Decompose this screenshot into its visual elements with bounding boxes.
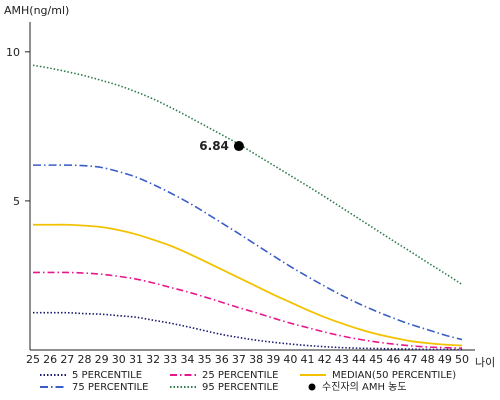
legend-item: 95 PERCENTILE [170, 382, 278, 393]
legend-item: 5 PERCENTILE [40, 370, 142, 381]
x-tick-label: 46 [386, 353, 400, 366]
x-tick-label: 25 [26, 353, 40, 366]
legend-item: MEDIAN(50 PERCENTILE) [300, 370, 456, 381]
legend-marker-icon [308, 383, 316, 391]
x-tick-label: 34 [180, 353, 194, 366]
patient-amh-value-label: 6.84 [199, 139, 229, 153]
legend-label: 5 PERCENTILE [72, 370, 142, 381]
patient-amh-point [233, 141, 244, 152]
y-tick-label: 5 [13, 195, 20, 208]
legend-item: 25 PERCENTILE [170, 370, 278, 381]
x-tick-label: 35 [198, 353, 212, 366]
x-tick-label: 44 [352, 353, 366, 366]
legend-item: 수진자의 AMH 농도 [308, 381, 407, 393]
x-tick-label: 39 [266, 353, 280, 366]
x-tick-label: 49 [438, 353, 452, 366]
y-tick-label: 10 [6, 46, 20, 59]
legend-item: 75 PERCENTILE [40, 382, 148, 393]
legend-label: 25 PERCENTILE [202, 370, 278, 381]
series-line-5-percentile [32, 311, 463, 351]
x-tick-label: 45 [369, 353, 383, 366]
x-tick-label: 29 [95, 353, 109, 366]
x-tick-label: 48 [421, 353, 435, 366]
legend-label: 수진자의 AMH 농도 [322, 381, 407, 393]
x-tick-label: 47 [404, 353, 418, 366]
x-tick-label: 38 [249, 353, 263, 366]
y-tick-labels: 5 10 [6, 46, 30, 208]
legend-label: 95 PERCENTILE [202, 382, 278, 393]
legend: 5 PERCENTILE 25 PERCENTILE MEDIAN(50 PERCE… [40, 370, 456, 393]
x-tick-labels: 25 26 27 28 29 30 31 32 33 34 35 36 37 38 39 40 41 42 43 44… [26, 353, 469, 366]
x-tick-label: 41 [301, 353, 315, 366]
y-axis-title: AMH(ng/ml) [4, 4, 69, 17]
x-tick-label: 43 [335, 353, 349, 366]
x-tick-label: 37 [232, 353, 246, 366]
series-line-95-percentile [32, 64, 463, 286]
x-tick-label: 30 [112, 353, 126, 366]
legend-label: MEDIAN(50 PERCENTILE) [332, 370, 456, 381]
x-tick-label: 42 [318, 353, 332, 366]
x-tick-label: 40 [283, 353, 297, 366]
x-tick-label: 26 [43, 353, 57, 366]
x-tick-label: 28 [77, 353, 91, 366]
x-tick-label: 32 [146, 353, 160, 366]
x-tick-label: 31 [129, 353, 143, 366]
axes: AMH(ng/ml) 나이 [4, 4, 495, 369]
series-line-25-percentile [33, 271, 463, 350]
series-lines [32, 64, 463, 351]
x-tick-label: 33 [163, 353, 177, 366]
x-tick-label: 36 [215, 353, 229, 366]
series-line-median-50-percentile [33, 223, 463, 347]
legend-label: 75 PERCENTILE [72, 382, 148, 393]
x-tick-label: 27 [60, 353, 74, 366]
x-tick-label: 50 [455, 353, 469, 366]
x-axis-title: 나이 [475, 356, 495, 369]
patient-marker: 6.84 [199, 139, 244, 153]
